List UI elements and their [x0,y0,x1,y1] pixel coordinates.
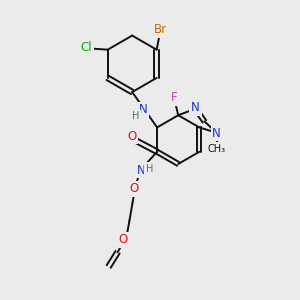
Text: H: H [146,164,153,174]
Text: O: O [129,182,139,195]
Text: CH₃: CH₃ [208,144,226,154]
Text: Cl: Cl [80,41,92,54]
Text: N: N [191,101,200,114]
Text: F: F [170,91,177,104]
Text: N: N [139,103,148,116]
Text: O: O [128,130,137,142]
Text: H: H [132,111,140,121]
Text: Br: Br [154,23,167,36]
Text: N: N [137,164,146,177]
Text: N: N [212,127,221,140]
Text: O: O [118,233,128,246]
